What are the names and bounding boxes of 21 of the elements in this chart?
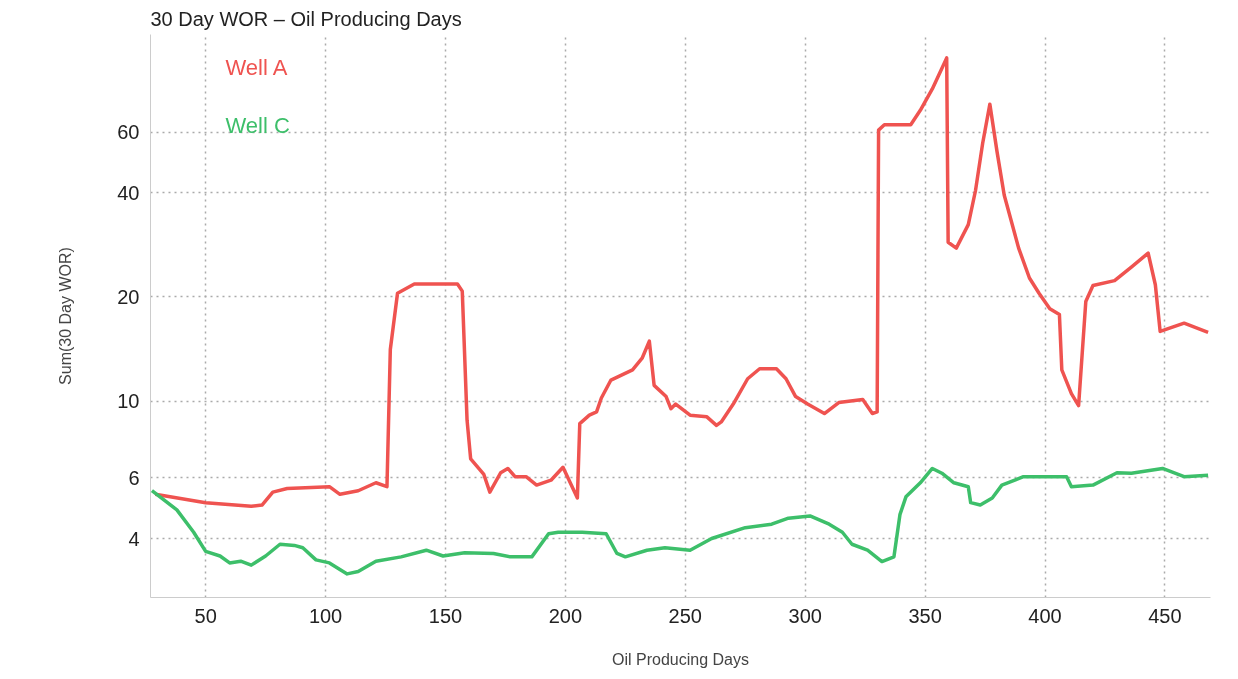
x-tick-label: 450 — [1148, 604, 1182, 627]
y-tick-label: 60 — [117, 121, 140, 144]
y-tick-label: 4 — [128, 527, 140, 550]
y-tick-label: 6 — [128, 466, 140, 489]
x-tick-label: 50 — [194, 604, 217, 627]
x-axis-title: Oil Producing Days — [612, 650, 749, 668]
x-tick-label: 300 — [788, 604, 822, 627]
text: Well A — [225, 54, 288, 80]
x-tick-label: 100 — [308, 604, 343, 627]
x-tick-label: 250 — [668, 604, 702, 627]
y-tick-label: 20 — [117, 286, 140, 308]
chart-title: 30 Day WOR – Oil Producing Days — [150, 7, 462, 30]
x-tick-label: 350 — [908, 604, 942, 627]
x-tick-label: 400 — [1028, 604, 1062, 627]
y-tick-label: 40 — [117, 181, 140, 204]
text: Well C — [225, 112, 290, 138]
line-series — [150, 466, 1210, 576]
y-tick-label: 10 — [117, 390, 140, 413]
x-tick-label: 200 — [548, 604, 583, 627]
x-tick-label: 150 — [428, 604, 463, 627]
y-axis-title: Sum(30 Day WOR) — [57, 247, 75, 385]
